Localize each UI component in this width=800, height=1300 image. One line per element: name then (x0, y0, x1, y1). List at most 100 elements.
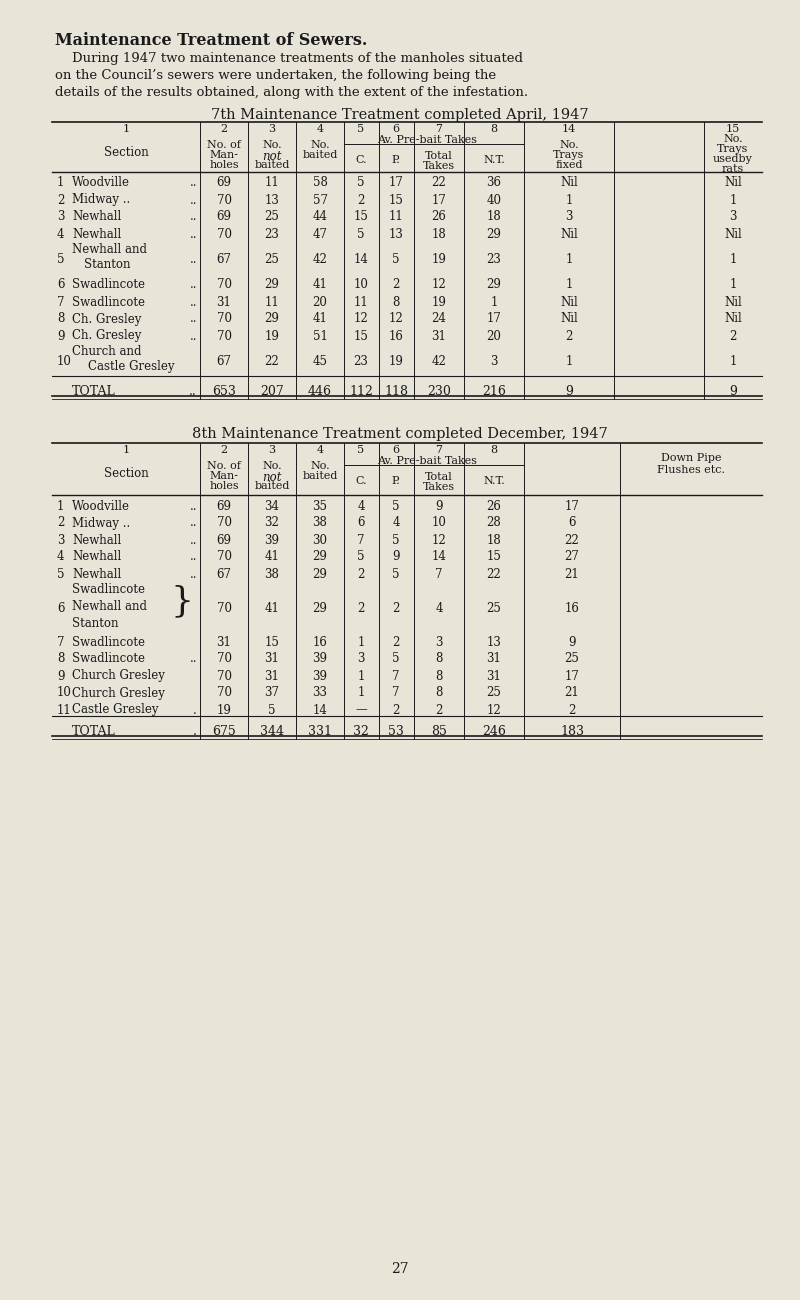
Text: 33: 33 (313, 686, 327, 699)
Text: 7: 7 (57, 636, 65, 649)
Text: 5: 5 (57, 254, 65, 266)
Text: rats: rats (722, 164, 744, 174)
Text: 11: 11 (389, 211, 403, 224)
Text: Trays: Trays (718, 144, 749, 153)
Text: 8th Maintenance Treatment completed December, 1947: 8th Maintenance Treatment completed Dece… (192, 426, 608, 441)
Text: 12: 12 (486, 703, 502, 716)
Text: 9: 9 (729, 385, 737, 398)
Text: 3: 3 (269, 124, 275, 134)
Text: ..: .. (190, 385, 197, 398)
Text: 70: 70 (217, 686, 231, 699)
Text: 15: 15 (354, 211, 369, 224)
Text: ..: .. (190, 177, 197, 190)
Text: 41: 41 (265, 550, 279, 563)
Text: 70: 70 (217, 278, 231, 291)
Text: 3: 3 (358, 653, 365, 666)
Text: 2: 2 (392, 278, 400, 291)
Text: 13: 13 (389, 227, 403, 240)
Text: 1: 1 (730, 355, 737, 368)
Text: 14: 14 (562, 124, 576, 134)
Text: 7: 7 (435, 445, 442, 455)
Text: 6: 6 (57, 602, 65, 615)
Text: 35: 35 (313, 499, 327, 512)
Text: 5: 5 (268, 703, 276, 716)
Text: 3: 3 (435, 636, 442, 649)
Text: on the Council’s sewers were undertaken, the following being the: on the Council’s sewers were undertaken,… (55, 69, 496, 82)
Text: Stanton: Stanton (72, 618, 118, 630)
Text: 5: 5 (358, 227, 365, 240)
Text: TOTAL: TOTAL (72, 385, 116, 398)
Text: 5: 5 (392, 499, 400, 512)
Text: 216: 216 (482, 385, 506, 398)
Text: 29: 29 (486, 227, 502, 240)
Text: 1: 1 (490, 295, 498, 308)
Text: No. of: No. of (207, 462, 241, 471)
Text: 246: 246 (482, 725, 506, 738)
Text: Maintenance Treatment of Sewers.: Maintenance Treatment of Sewers. (55, 32, 367, 49)
Text: 41: 41 (313, 312, 327, 325)
Text: Section: Section (104, 146, 148, 159)
Text: 31: 31 (217, 636, 231, 649)
Text: 11: 11 (265, 295, 279, 308)
Text: 18: 18 (486, 211, 502, 224)
Text: No.: No. (310, 140, 330, 150)
Text: 5: 5 (392, 533, 400, 546)
Text: Church and: Church and (72, 344, 142, 358)
Text: 70: 70 (217, 670, 231, 682)
Text: Nil: Nil (560, 227, 578, 240)
Text: not: not (262, 471, 282, 484)
Text: 38: 38 (313, 516, 327, 529)
Text: 5: 5 (358, 124, 365, 134)
Text: 70: 70 (217, 312, 231, 325)
Text: Ch. Gresley: Ch. Gresley (72, 312, 142, 325)
Text: 10: 10 (431, 516, 446, 529)
Text: 8: 8 (435, 670, 442, 682)
Text: 17: 17 (389, 177, 403, 190)
Text: 1: 1 (566, 278, 573, 291)
Text: 9: 9 (57, 329, 65, 342)
Text: 15: 15 (389, 194, 403, 207)
Text: 36: 36 (486, 177, 502, 190)
Text: ..: .. (190, 194, 197, 207)
Text: Newhall: Newhall (72, 568, 122, 581)
Text: 8: 8 (57, 312, 64, 325)
Text: 32: 32 (353, 725, 369, 738)
Text: Man-: Man- (210, 471, 238, 481)
Text: 5: 5 (392, 568, 400, 581)
Text: 1: 1 (730, 194, 737, 207)
Text: 44: 44 (313, 211, 327, 224)
Text: 17: 17 (486, 312, 502, 325)
Text: 5: 5 (358, 550, 365, 563)
Text: 7: 7 (435, 568, 442, 581)
Text: 1: 1 (566, 194, 573, 207)
Text: No.: No. (310, 462, 330, 471)
Text: 41: 41 (313, 278, 327, 291)
Text: During 1947 two maintenance treatments of the manholes situated: During 1947 two maintenance treatments o… (55, 52, 523, 65)
Text: baited: baited (254, 481, 290, 491)
Text: 11: 11 (354, 295, 368, 308)
Text: 2: 2 (57, 194, 64, 207)
Text: Takes: Takes (423, 482, 455, 491)
Text: 8: 8 (435, 653, 442, 666)
Text: Newhall and: Newhall and (72, 243, 147, 256)
Text: details of the results obtained, along with the extent of the infestation.: details of the results obtained, along w… (55, 86, 528, 99)
Text: 19: 19 (389, 355, 403, 368)
Text: 1: 1 (358, 636, 365, 649)
Text: 5: 5 (358, 445, 365, 455)
Text: Takes: Takes (423, 161, 455, 172)
Text: No.: No. (262, 462, 282, 471)
Text: Midway ..: Midway .. (72, 194, 130, 207)
Text: 2: 2 (221, 124, 227, 134)
Text: 6: 6 (393, 445, 399, 455)
Text: 24: 24 (431, 312, 446, 325)
Text: 12: 12 (432, 278, 446, 291)
Text: ..: .. (190, 295, 197, 308)
Text: Nil: Nil (560, 295, 578, 308)
Text: 32: 32 (265, 516, 279, 529)
Text: 10: 10 (354, 278, 369, 291)
Text: 9: 9 (435, 499, 442, 512)
Text: 39: 39 (313, 653, 327, 666)
Text: 23: 23 (354, 355, 369, 368)
Text: 53: 53 (388, 725, 404, 738)
Text: baited: baited (254, 160, 290, 170)
